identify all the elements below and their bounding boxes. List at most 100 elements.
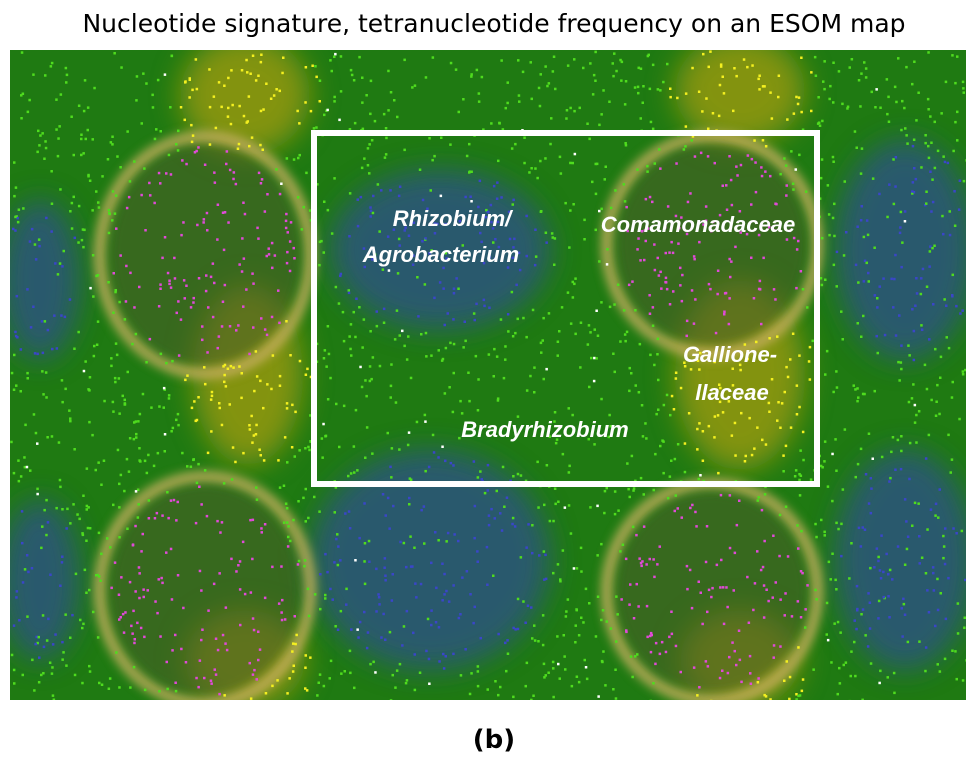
map-dot	[540, 351, 543, 354]
map-dot	[786, 660, 789, 663]
map-dot	[749, 655, 752, 658]
map-dot	[235, 183, 238, 186]
map-dot	[403, 59, 406, 62]
map-dot	[786, 238, 789, 241]
map-dot	[784, 614, 787, 617]
map-dot	[408, 497, 411, 500]
map-dot	[529, 375, 532, 378]
map-dot	[252, 617, 255, 620]
map-dot	[768, 337, 771, 340]
map-dot	[926, 528, 929, 531]
map-dot	[304, 101, 307, 104]
map-dot	[904, 210, 907, 213]
map-dot	[723, 92, 726, 95]
map-dot	[588, 138, 591, 141]
map-dot	[419, 672, 422, 675]
map-dot	[706, 525, 709, 528]
map-dot	[594, 51, 597, 54]
map-dot	[773, 288, 776, 291]
map-dot	[757, 677, 760, 680]
map-dot	[523, 162, 526, 165]
map-dot	[168, 154, 171, 157]
map-dot	[466, 155, 469, 158]
map-dot	[853, 641, 856, 644]
map-dot	[64, 388, 67, 391]
map-dot	[106, 537, 109, 540]
map-dot	[17, 221, 20, 224]
map-dot	[655, 642, 658, 645]
map-dot	[97, 636, 100, 639]
map-dot	[612, 688, 615, 691]
map-dot	[110, 357, 113, 360]
label: llaceae	[695, 380, 768, 405]
label: Agrobacterium	[362, 242, 519, 267]
map-dot	[286, 521, 289, 524]
map-dot	[734, 650, 737, 653]
map-dot	[729, 547, 732, 550]
map-dot	[537, 506, 540, 509]
map-dot	[792, 188, 795, 191]
map-dot	[445, 590, 448, 593]
map-dot	[838, 667, 841, 670]
map-dot	[554, 237, 557, 240]
map-dot	[354, 559, 357, 562]
map-dot	[39, 134, 42, 137]
map-dot	[166, 491, 169, 494]
map-dot	[239, 560, 242, 563]
map-dot	[483, 299, 486, 302]
map-dot	[840, 555, 843, 558]
caption: (b)	[473, 725, 515, 755]
map-dot	[362, 128, 365, 131]
map-dot	[799, 694, 802, 697]
map-dot	[180, 318, 183, 321]
map-dot	[438, 660, 441, 663]
map-dot	[937, 609, 940, 612]
map-dot	[32, 306, 35, 309]
map-dot	[338, 446, 341, 449]
map-dot	[115, 342, 118, 345]
map-dot	[619, 340, 622, 343]
map-dot	[305, 654, 308, 657]
map-dot	[574, 153, 577, 156]
map-dot	[496, 198, 499, 201]
map-dot	[329, 377, 332, 380]
map-dot	[227, 221, 230, 224]
map-dot	[763, 694, 766, 697]
map-dot	[232, 366, 235, 369]
map-dot	[309, 656, 312, 659]
map-dot	[845, 231, 848, 234]
map-dot	[257, 659, 260, 662]
map-dot	[663, 404, 666, 407]
map-dot	[879, 569, 882, 572]
map-dot	[109, 677, 112, 680]
map-dot	[940, 356, 943, 359]
map-dot	[304, 667, 307, 670]
map-dot	[231, 104, 234, 107]
map-dot	[950, 471, 953, 474]
map-dot	[659, 167, 662, 170]
map-dot	[230, 365, 233, 368]
map-dot	[38, 238, 41, 241]
map-dot	[337, 545, 340, 548]
map-dot	[237, 324, 240, 327]
map-dot	[27, 377, 30, 380]
map-dot	[323, 251, 326, 254]
map-dot	[957, 602, 960, 605]
map-dot	[519, 269, 522, 272]
map-dot	[416, 421, 419, 424]
map-dot	[797, 600, 800, 603]
map-dot	[727, 672, 730, 675]
map-dot	[914, 421, 917, 424]
map-dot	[390, 385, 393, 388]
map-dot	[789, 358, 792, 361]
map-dot	[257, 75, 260, 78]
map-dot	[470, 672, 473, 675]
map-dot	[251, 272, 254, 275]
map-dot	[651, 201, 654, 204]
map-dot	[579, 107, 582, 110]
map-dot	[512, 199, 515, 202]
map-dot	[113, 52, 116, 55]
map-dot	[666, 63, 669, 66]
map-dot	[805, 190, 808, 193]
map-dot	[293, 158, 296, 161]
